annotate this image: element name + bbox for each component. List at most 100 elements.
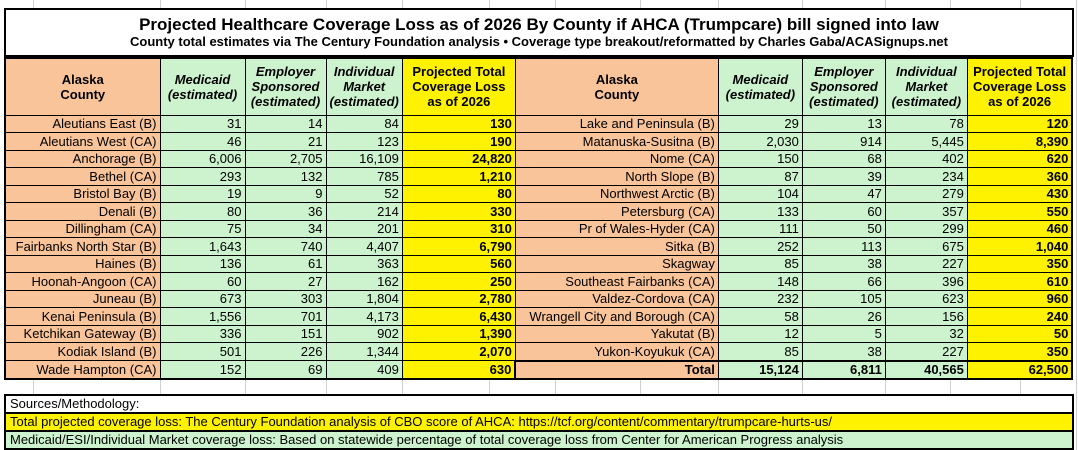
cell-employer[interactable]: 303 (244, 289, 327, 308)
cell-total[interactable]: 1,040 (966, 237, 1073, 256)
cell-employer[interactable]: 27 (244, 272, 327, 291)
cell-individual[interactable]: 201 (325, 219, 403, 238)
cell-employer[interactable]: 36 (244, 202, 327, 221)
cell-employer[interactable]: 13 (801, 114, 886, 133)
cell-individual[interactable]: 902 (325, 324, 403, 343)
cell-county[interactable]: Skagway (514, 254, 719, 273)
cell-county[interactable]: Denali (B) (4, 202, 161, 221)
cell-total[interactable]: 1,390 (401, 324, 516, 343)
cell-employer[interactable]: 66 (801, 272, 886, 291)
cell-county[interactable]: Pr of Wales-Hyder (CA) (514, 219, 719, 238)
cell-individual[interactable]: 623 (884, 289, 968, 308)
cell-medicaid[interactable]: 293 (159, 167, 246, 186)
header-employer-right[interactable]: Employer Sponsored (estimated) (801, 57, 886, 116)
cell-county[interactable]: Ketchikan Gateway (B) (4, 324, 161, 343)
cell-county[interactable]: Petersburg (CA) (514, 202, 719, 221)
cell-total[interactable]: 310 (401, 219, 516, 238)
cell-individual[interactable]: 234 (884, 167, 968, 186)
sources-breakout-note[interactable]: Medicaid/ESI/Individual Market coverage … (6, 430, 1072, 448)
cell-individual[interactable]: 156 (884, 307, 968, 326)
cell-county[interactable]: Matanuska-Susitna (B) (514, 132, 719, 151)
header-total-left[interactable]: Projected Total Coverage Loss as of 2026 (401, 57, 516, 116)
cell-county[interactable]: Dillingham (CA) (4, 219, 161, 238)
cell-county[interactable]: Bethel (CA) (4, 167, 161, 186)
cell-county[interactable]: Juneau (B) (4, 289, 161, 308)
cell-total-individual[interactable]: 40,565 (884, 359, 968, 380)
cell-employer[interactable]: 47 (801, 184, 886, 203)
cell-county[interactable]: Kenai Peninsula (B) (4, 307, 161, 326)
cell-county[interactable]: Aleutians West (CA) (4, 132, 161, 151)
cell-total[interactable]: 610 (966, 272, 1073, 291)
cell-total-employer[interactable]: 6,811 (801, 359, 886, 380)
cell-total[interactable]: 550 (966, 202, 1073, 221)
cell-county[interactable]: Southeast Fairbanks (CA) (514, 272, 719, 291)
cell-medicaid[interactable]: 133 (717, 202, 803, 221)
cell-individual[interactable]: 32 (884, 324, 968, 343)
cell-individual[interactable]: 785 (325, 167, 403, 186)
cell-county[interactable]: Yakutat (B) (514, 324, 719, 343)
cell-county[interactable]: Anchorage (B) (4, 149, 161, 168)
cell-medicaid[interactable]: 58 (717, 307, 803, 326)
cell-county[interactable]: Nome (CA) (514, 149, 719, 168)
cell-county[interactable]: Lake and Peninsula (B) (514, 114, 719, 133)
cell-employer[interactable]: 14 (244, 114, 327, 133)
cell-individual[interactable]: 396 (884, 272, 968, 291)
cell-total[interactable]: 430 (966, 184, 1073, 203)
cell-total[interactable]: 360 (966, 167, 1073, 186)
cell-individual[interactable]: 409 (325, 360, 403, 380)
cell-total[interactable]: 50 (966, 324, 1073, 343)
cell-total[interactable]: 960 (966, 289, 1073, 308)
cell-total[interactable]: 2,070 (401, 342, 516, 361)
cell-medicaid[interactable]: 12 (717, 324, 803, 343)
cell-medicaid[interactable]: 85 (717, 342, 803, 361)
cell-employer[interactable]: 9 (244, 184, 327, 203)
cell-county[interactable]: Hoonah-Angoon (CA) (4, 272, 161, 291)
cell-employer[interactable]: 701 (244, 307, 327, 326)
header-medicaid-right[interactable]: Medicaid (estimated) (717, 57, 803, 116)
cell-employer[interactable]: 68 (801, 149, 886, 168)
header-employer-left[interactable]: Employer Sponsored (estimated) (244, 57, 327, 116)
cell-employer[interactable]: 226 (244, 342, 327, 361)
cell-medicaid[interactable]: 136 (159, 254, 246, 273)
cell-county[interactable]: Aleutians East (B) (4, 114, 161, 133)
cell-medicaid[interactable]: 46 (159, 132, 246, 151)
cell-total-grand[interactable]: 62,500 (966, 359, 1073, 380)
cell-individual[interactable]: 299 (884, 219, 968, 238)
cell-medicaid[interactable]: 252 (717, 237, 803, 256)
cell-individual[interactable]: 279 (884, 184, 968, 203)
cell-employer[interactable]: 113 (801, 237, 886, 256)
cell-employer[interactable]: 151 (244, 324, 327, 343)
cell-individual[interactable]: 4,407 (325, 237, 403, 256)
cell-medicaid[interactable]: 75 (159, 219, 246, 238)
cell-employer[interactable]: 740 (244, 237, 327, 256)
cell-individual[interactable]: 16,109 (325, 149, 403, 168)
cell-medicaid[interactable]: 152 (159, 360, 246, 380)
header-individual-left[interactable]: Individual Market (estimated) (325, 57, 403, 116)
cell-medicaid[interactable]: 87 (717, 167, 803, 186)
cell-medicaid[interactable]: 232 (717, 289, 803, 308)
cell-total[interactable]: 250 (401, 272, 516, 291)
cell-total[interactable]: 560 (401, 254, 516, 273)
cell-employer[interactable]: 50 (801, 219, 886, 238)
cell-medicaid[interactable]: 104 (717, 184, 803, 203)
cell-total[interactable]: 8,390 (966, 132, 1073, 151)
cell-medicaid[interactable]: 111 (717, 219, 803, 238)
cell-county[interactable]: Haines (B) (4, 254, 161, 273)
cell-medicaid[interactable]: 19 (159, 184, 246, 203)
cell-employer[interactable]: 38 (801, 342, 886, 361)
sources-total-loss-note[interactable]: Total projected coverage loss: The Centu… (6, 412, 1072, 430)
cell-total[interactable]: 130 (401, 114, 516, 133)
cell-county[interactable]: Kodiak Island (B) (4, 342, 161, 361)
cell-county[interactable]: Fairbanks North Star (B) (4, 237, 161, 256)
cell-individual[interactable]: 227 (884, 342, 968, 361)
cell-individual[interactable]: 5,445 (884, 132, 968, 151)
cell-total-label[interactable]: Total (514, 359, 719, 380)
cell-employer[interactable]: 69 (244, 360, 327, 380)
cell-medicaid[interactable]: 1,643 (159, 237, 246, 256)
cell-individual[interactable]: 357 (884, 202, 968, 221)
cell-medicaid[interactable]: 31 (159, 114, 246, 133)
cell-county[interactable]: Wade Hampton (CA) (4, 360, 161, 380)
cell-employer[interactable]: 2,705 (244, 149, 327, 168)
cell-medicaid[interactable]: 673 (159, 289, 246, 308)
cell-county[interactable]: Sitka (B) (514, 237, 719, 256)
